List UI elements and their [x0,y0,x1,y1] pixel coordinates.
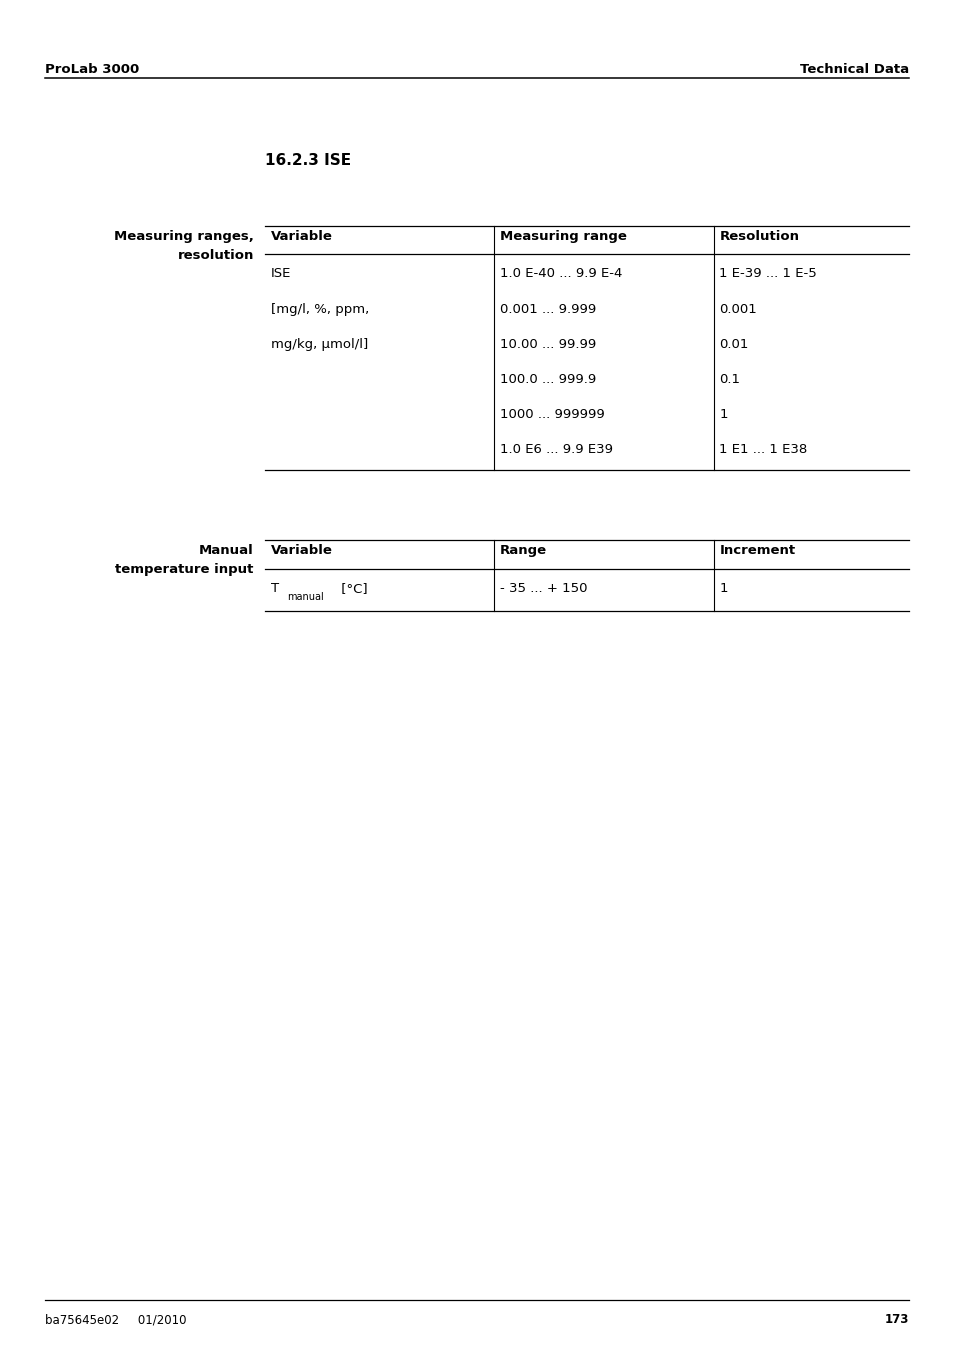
Text: ProLab 3000: ProLab 3000 [45,63,139,77]
Text: Increment: Increment [719,544,795,558]
Text: ISE: ISE [271,267,291,281]
Text: Manual
temperature input: Manual temperature input [115,544,253,577]
Text: 1 E-39 ... 1 E-5: 1 E-39 ... 1 E-5 [719,267,816,281]
Text: 1.0 E6 ... 9.9 E39: 1.0 E6 ... 9.9 E39 [499,443,612,457]
Text: 1.0 E-40 ... 9.9 E-4: 1.0 E-40 ... 9.9 E-4 [499,267,621,281]
Text: 1: 1 [719,582,727,596]
Text: Resolution: Resolution [719,230,799,243]
Text: manual: manual [287,592,324,601]
Text: 0.01: 0.01 [719,338,748,351]
Text: 10.00 ... 99.99: 10.00 ... 99.99 [499,338,596,351]
Text: [°C]: [°C] [336,582,367,596]
Text: 1 E1 ... 1 E38: 1 E1 ... 1 E38 [719,443,807,457]
Text: 173: 173 [883,1313,908,1327]
Text: Range: Range [499,544,546,558]
Text: mg/kg, μmol/l]: mg/kg, μmol/l] [271,338,368,351]
Text: 1000 ... 999999: 1000 ... 999999 [499,408,604,422]
Text: Variable: Variable [271,230,333,243]
Text: Measuring range: Measuring range [499,230,626,243]
Text: Technical Data: Technical Data [800,63,908,77]
Text: 100.0 ... 999.9: 100.0 ... 999.9 [499,373,596,386]
Text: Variable: Variable [271,544,333,558]
Text: T: T [271,582,279,596]
Text: 16.2.3 ISE: 16.2.3 ISE [265,153,351,168]
Text: 0.1: 0.1 [719,373,740,386]
Text: - 35 ... + 150: - 35 ... + 150 [499,582,587,596]
Text: ba75645e02     01/2010: ba75645e02 01/2010 [45,1313,186,1327]
Text: Measuring ranges,
resolution: Measuring ranges, resolution [113,230,253,262]
Text: 1: 1 [719,408,727,422]
Text: [mg/l, %, ppm,: [mg/l, %, ppm, [271,303,369,316]
Text: 0.001 ... 9.999: 0.001 ... 9.999 [499,303,596,316]
Text: 0.001: 0.001 [719,303,757,316]
